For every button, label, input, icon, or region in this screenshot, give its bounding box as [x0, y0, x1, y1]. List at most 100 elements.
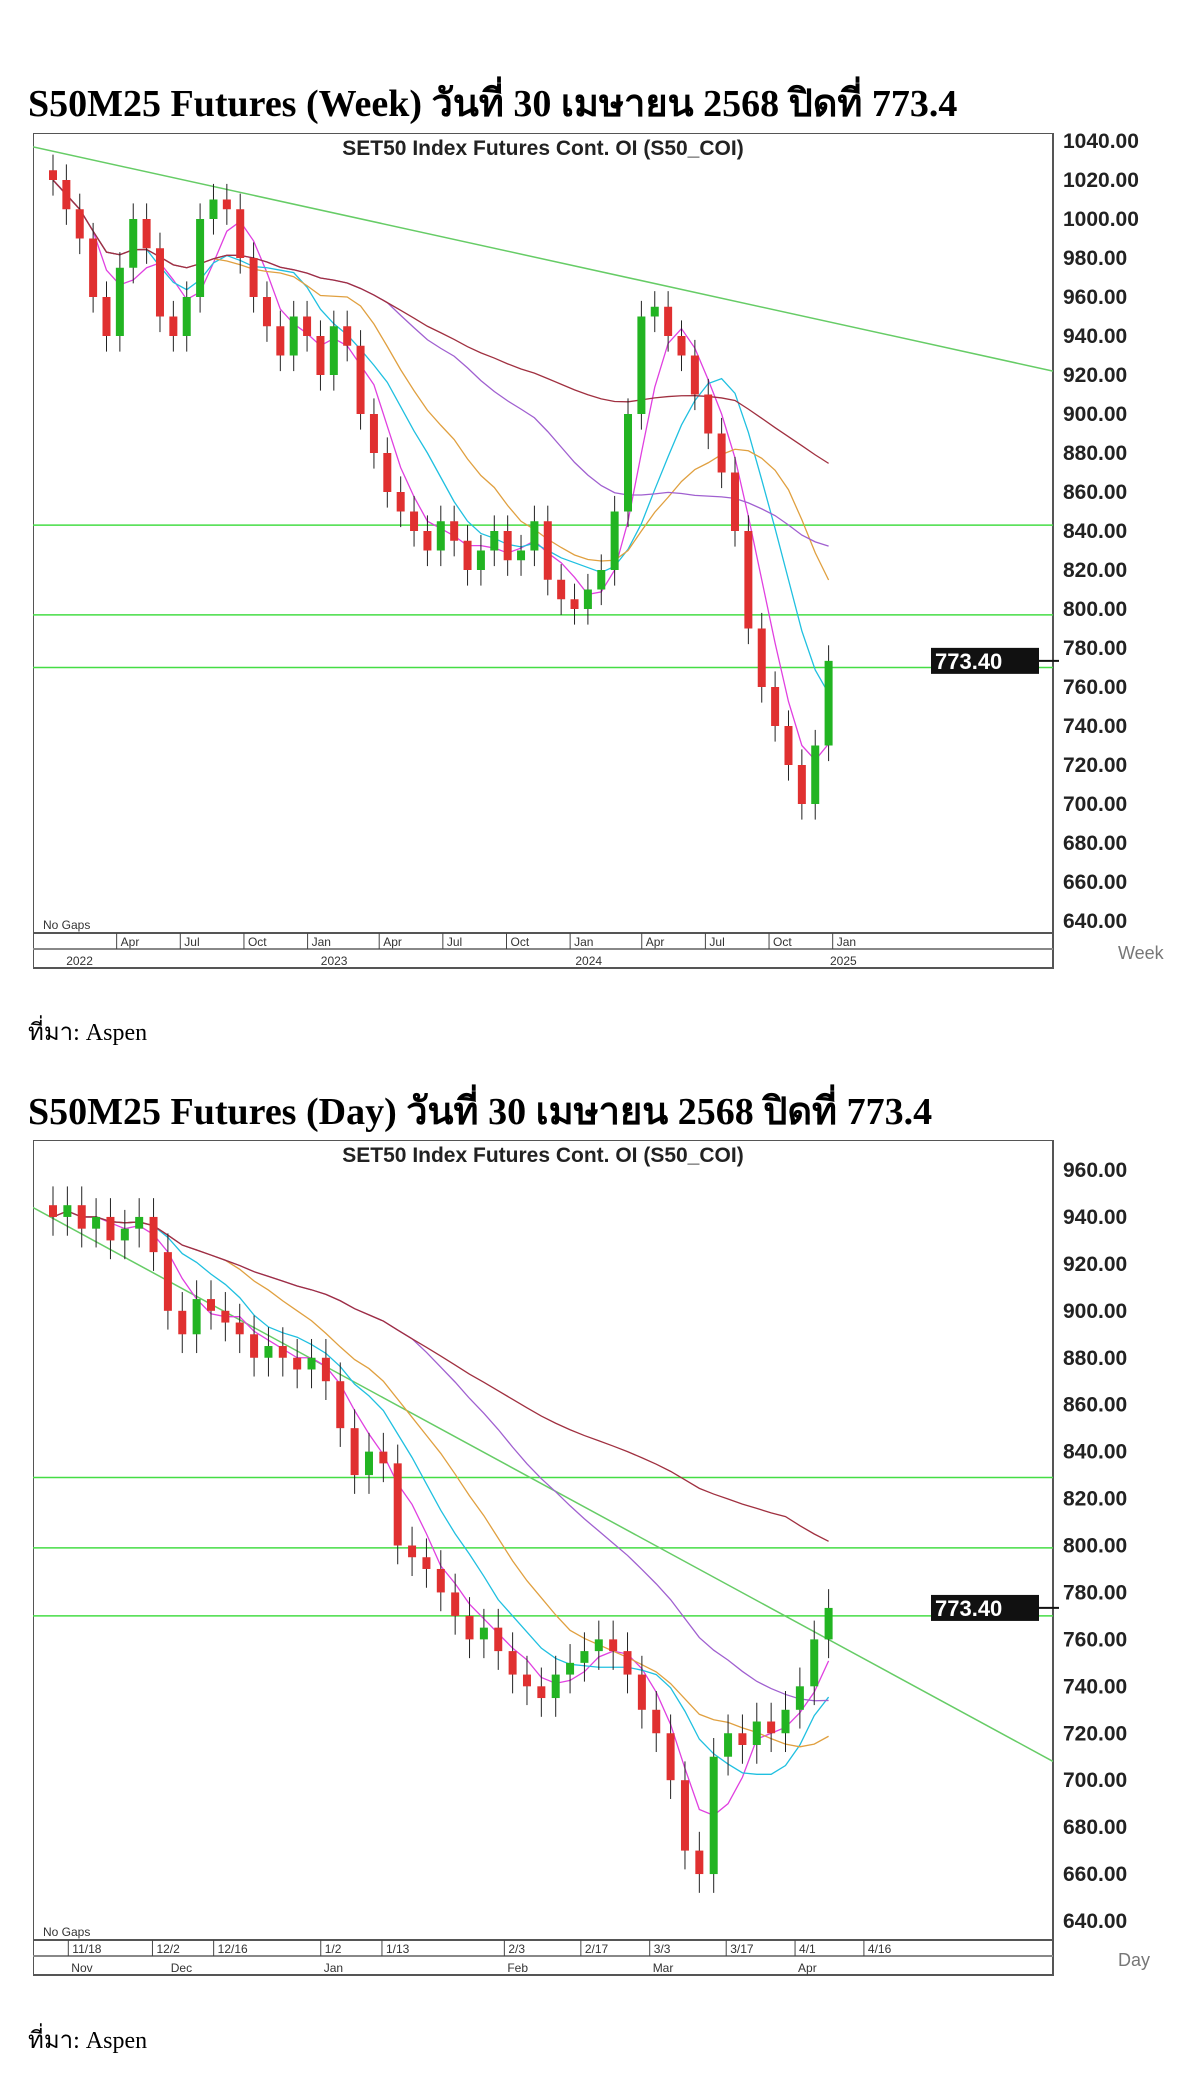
- candle-body: [196, 219, 205, 297]
- candle-body: [494, 1627, 503, 1652]
- y-tick-label: 980.00: [1063, 247, 1127, 270]
- y-tick-label: 760.00: [1063, 1628, 1127, 1651]
- candle-body: [781, 1709, 790, 1734]
- candle-body: [49, 1205, 57, 1217]
- candle-body: [767, 1721, 776, 1734]
- candle-body: [102, 297, 111, 336]
- x-tick-label: 1/13: [386, 1942, 410, 1956]
- candle-body: [356, 345, 365, 414]
- x-tick-label: Oct: [248, 935, 267, 949]
- candle-body: [810, 1639, 819, 1687]
- x-period-label: Jan: [324, 1961, 343, 1975]
- candle-body: [293, 1357, 302, 1370]
- candle-body: [249, 258, 258, 297]
- candle-body: [209, 199, 218, 219]
- last-price-box: [931, 647, 1039, 674]
- trendline: [33, 1206, 1054, 1763]
- candle-body: [436, 521, 445, 551]
- candle-body: [451, 1592, 460, 1616]
- y-tick-label: 780.00: [1063, 1581, 1127, 1604]
- y-tick-label: 680.00: [1063, 1816, 1127, 1839]
- candle-body: [530, 521, 539, 551]
- day-source: ที่มา: Aspen: [28, 2028, 148, 2054]
- week-source: ที่มา: Aspen: [28, 1020, 148, 1046]
- y-tick-label: 720.00: [1063, 1722, 1127, 1745]
- y-tick-label: 640.00: [1063, 910, 1127, 933]
- candle-body: [289, 316, 298, 356]
- y-tick-label: 860.00: [1063, 1394, 1127, 1417]
- candle-body: [276, 326, 285, 356]
- x-tick-label: Jul: [709, 935, 724, 949]
- chart-title: SET50 Index Futures Cont. OI (S50_COI): [342, 137, 743, 160]
- y-tick-label: 700.00: [1063, 793, 1127, 816]
- candle-body: [383, 453, 392, 492]
- y-tick-label: 740.00: [1063, 715, 1127, 738]
- candle-body: [503, 531, 512, 561]
- candle-body: [543, 521, 552, 580]
- candle-body: [329, 326, 338, 375]
- candle-body: [465, 1615, 474, 1640]
- y-tick-label: 920.00: [1063, 364, 1127, 387]
- y-tick-label: 840.00: [1063, 1441, 1127, 1464]
- candle-body: [49, 170, 57, 180]
- x-tick-label: Jan: [574, 935, 593, 949]
- candle-body: [709, 1756, 718, 1875]
- candle-body: [738, 1733, 747, 1745]
- candle-body: [522, 1674, 531, 1687]
- y-tick-label: 800.00: [1063, 1535, 1127, 1558]
- no-gaps-note: No Gaps: [43, 1925, 90, 1939]
- y-tick-label: 780.00: [1063, 637, 1127, 660]
- y-tick-label: 800.00: [1063, 598, 1127, 621]
- candle-body: [307, 1357, 316, 1370]
- candle-body: [178, 1310, 187, 1335]
- candle-body: [784, 726, 793, 765]
- y-tick-label: 820.00: [1063, 1488, 1127, 1511]
- candle-body: [75, 209, 84, 239]
- candle-body: [476, 550, 485, 570]
- candle-body: [115, 267, 124, 336]
- x-tick-label: 12/16: [218, 1942, 248, 1956]
- candle-body: [379, 1451, 388, 1464]
- x-tick-label: Apr: [383, 935, 402, 949]
- x-tick-label: Apr: [646, 935, 665, 949]
- moving-average-line: [52, 179, 829, 464]
- candle-body: [551, 1674, 560, 1699]
- week-chart: SET50 Index Futures Cont. OI (S50_COI) 64…: [33, 133, 1193, 973]
- moving-average-line: [52, 1210, 829, 1542]
- day-chart-heading: S50M25 Futures (Day) วันที่ 30 เมษายน 25…: [28, 1091, 933, 1133]
- candle-body: [557, 579, 566, 600]
- candle-body: [637, 1674, 646, 1710]
- candle-body: [396, 492, 405, 512]
- candle-body: [278, 1346, 287, 1358]
- candle-body: [129, 219, 138, 268]
- y-tick-label: 880.00: [1063, 1347, 1127, 1370]
- candle-body: [422, 1557, 431, 1569]
- candle-body: [650, 306, 659, 317]
- candle-body: [235, 1322, 244, 1335]
- candle-body: [730, 472, 739, 531]
- candle-body: [450, 521, 459, 541]
- x-tick-label: 2/3: [508, 1942, 525, 1956]
- y-tick-label: 940.00: [1063, 325, 1127, 348]
- candle-body: [666, 1733, 675, 1781]
- last-price-label: 773.40: [935, 1596, 1002, 1621]
- x-period-label: 2023: [321, 954, 348, 968]
- y-tick-label: 660.00: [1063, 871, 1127, 894]
- y-tick-label: 900.00: [1063, 1300, 1127, 1323]
- y-tick-label: 700.00: [1063, 1769, 1127, 1792]
- y-tick-label: 640.00: [1063, 1910, 1127, 1933]
- candle-body: [824, 1607, 833, 1640]
- candle-body: [677, 336, 686, 356]
- day-chart-svg: SET50 Index Futures Cont. OI (S50_COI) 64…: [33, 1140, 1150, 1976]
- x-tick-label: Apr: [121, 935, 140, 949]
- trendline: [33, 146, 1054, 372]
- candle-body: [135, 1216, 144, 1229]
- period-label: Day: [1118, 1950, 1150, 1970]
- candle-body: [594, 1639, 603, 1652]
- week-chart-svg: SET50 Index Futures Cont. OI (S50_COI) 64…: [33, 133, 1165, 969]
- y-tick-label: 820.00: [1063, 559, 1127, 582]
- x-tick-label: 3/3: [654, 1942, 671, 1956]
- candle-body: [824, 660, 833, 746]
- candle-body: [262, 297, 271, 327]
- candle-body: [517, 550, 526, 561]
